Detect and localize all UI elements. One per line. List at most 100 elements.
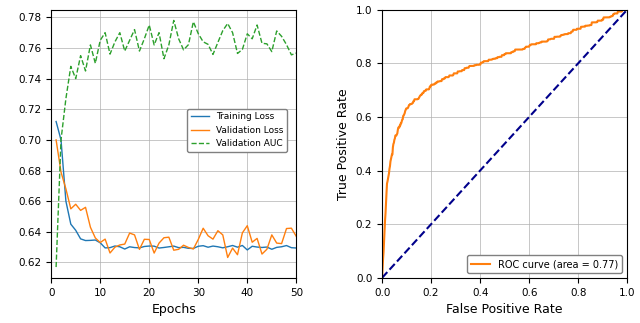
Training Loss: [219, 246, 227, 250]
ROC curve (area = 0.77): [495, 55, 502, 59]
Validation AUC: [219, 29, 227, 33]
Training Loss: [121, 247, 129, 251]
Training Loss: [111, 244, 119, 248]
Training Loss: [145, 244, 153, 248]
Validation AUC: [156, 31, 163, 35]
Validation Loss: [92, 236, 99, 240]
Training Loss: [62, 199, 70, 203]
Training Loss: [82, 239, 90, 243]
Validation Loss: [136, 247, 143, 251]
Validation AUC: [111, 40, 119, 44]
Training Loss: [248, 244, 256, 248]
Validation AUC: [278, 35, 285, 38]
Training Loss: [278, 245, 285, 249]
Validation Loss: [111, 245, 119, 249]
Y-axis label: True Positive Rate: True Positive Rate: [337, 88, 350, 200]
Validation Loss: [101, 237, 109, 241]
ROC curve (area = 0.77): [496, 55, 504, 59]
Validation Loss: [228, 246, 236, 250]
Legend: Training Loss, Validation Loss, Validation AUC: Training Loss, Validation Loss, Validati…: [187, 109, 287, 152]
Validation Loss: [150, 251, 158, 255]
Validation Loss: [239, 231, 246, 235]
Validation AUC: [116, 31, 124, 35]
Training Loss: [234, 245, 241, 249]
Training Loss: [283, 244, 291, 247]
Validation AUC: [263, 42, 271, 46]
Validation AUC: [86, 43, 94, 47]
Validation AUC: [273, 29, 280, 33]
Validation AUC: [283, 43, 291, 47]
Training Loss: [86, 238, 94, 242]
Validation Loss: [67, 207, 75, 211]
Training Loss: [165, 245, 173, 249]
Validation Loss: [243, 224, 251, 228]
Training Loss: [97, 241, 104, 245]
Validation Loss: [170, 248, 177, 252]
ROC curve (area = 0.77): [618, 10, 625, 14]
Training Loss: [204, 245, 212, 249]
Validation Loss: [273, 241, 280, 245]
Validation Loss: [141, 237, 148, 241]
Training Loss: [67, 222, 75, 226]
Validation AUC: [82, 69, 90, 73]
Validation Loss: [131, 233, 138, 237]
Training Loss: [273, 245, 280, 249]
ROC curve (area = 0.77): [378, 276, 386, 280]
Validation Loss: [165, 235, 173, 239]
Validation AUC: [170, 18, 177, 22]
Validation AUC: [248, 37, 256, 41]
X-axis label: False Positive Rate: False Positive Rate: [446, 303, 563, 316]
Validation Loss: [209, 237, 217, 241]
Validation AUC: [121, 49, 129, 53]
Validation AUC: [199, 40, 207, 44]
Validation AUC: [141, 37, 148, 41]
Validation Loss: [234, 253, 241, 257]
Validation AUC: [253, 23, 261, 27]
Validation Loss: [199, 226, 207, 230]
Validation Loss: [121, 242, 129, 246]
Validation AUC: [160, 57, 168, 61]
Validation AUC: [106, 52, 114, 56]
Validation Loss: [278, 242, 285, 245]
Training Loss: [72, 228, 79, 232]
Validation Loss: [72, 202, 79, 206]
Validation Loss: [77, 208, 84, 212]
Training Loss: [141, 245, 148, 248]
Training Loss: [243, 248, 251, 252]
Training Loss: [150, 244, 158, 248]
Training Loss: [268, 247, 276, 251]
Validation Loss: [219, 233, 227, 237]
ROC curve (area = 0.77): [511, 49, 518, 53]
Validation AUC: [101, 31, 109, 35]
Training Loss: [160, 245, 168, 249]
Training Loss: [106, 246, 114, 250]
Training Loss: [199, 244, 207, 248]
Validation AUC: [72, 77, 79, 80]
Validation Loss: [253, 236, 261, 240]
Validation Loss: [214, 229, 221, 233]
Training Loss: [116, 245, 124, 249]
Line: ROC curve (area = 0.77): ROC curve (area = 0.77): [382, 10, 627, 278]
Validation Loss: [57, 170, 65, 174]
Validation AUC: [189, 20, 197, 24]
Validation AUC: [184, 43, 192, 47]
Training Loss: [52, 120, 60, 123]
Training Loss: [287, 246, 295, 250]
Training Loss: [180, 245, 188, 249]
Validation Loss: [287, 226, 295, 230]
Validation Loss: [224, 255, 232, 259]
Validation AUC: [224, 22, 232, 26]
Validation AUC: [234, 52, 241, 56]
Training Loss: [228, 244, 236, 247]
Training Loss: [209, 244, 217, 248]
Validation AUC: [52, 265, 60, 269]
Training Loss: [239, 244, 246, 247]
Validation Loss: [156, 241, 163, 245]
Validation Loss: [263, 247, 271, 251]
Validation AUC: [243, 32, 251, 36]
Validation AUC: [209, 53, 217, 57]
Line: Validation AUC: Validation AUC: [56, 20, 296, 267]
Validation AUC: [67, 64, 75, 68]
Validation AUC: [228, 31, 236, 35]
Validation Loss: [62, 187, 70, 191]
